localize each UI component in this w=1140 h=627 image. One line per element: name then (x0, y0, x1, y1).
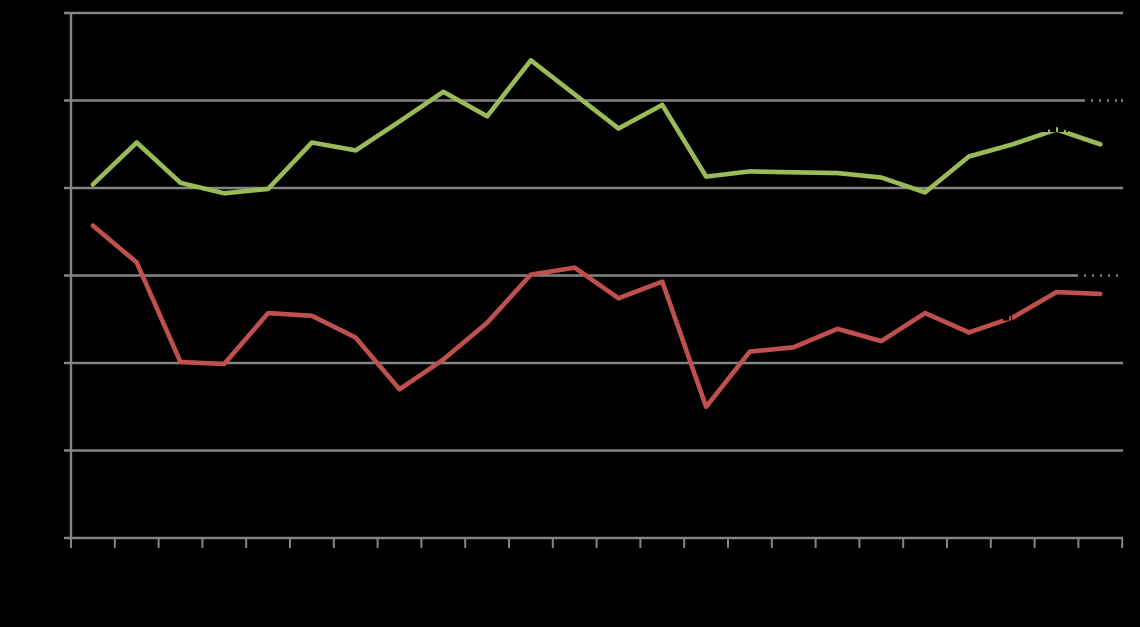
illegible-text-smudge (1003, 315, 1009, 321)
illegible-text-smudge (1078, 272, 1084, 279)
illegible-text-smudge (1118, 272, 1123, 279)
illegible-text-smudge (1011, 315, 1012, 321)
illegible-text-smudge (1042, 127, 1048, 132)
illegible-text-smudge (1102, 272, 1108, 279)
illegible-text-smudge (1085, 97, 1091, 104)
illegible-text-smudge (1086, 272, 1092, 279)
illegible-text-smudge (1066, 127, 1068, 132)
illegible-text-smudge (1117, 97, 1121, 104)
illegible-text-smudge (1093, 97, 1099, 104)
illegible-text-smudge (1110, 272, 1116, 279)
illegible-text-smudge (1094, 272, 1100, 279)
illegible-text-smudge (1050, 127, 1056, 132)
illegible-text-smudge (1101, 97, 1107, 104)
series-red-line (90, 223, 1103, 410)
illegible-text-smudge (1109, 97, 1115, 104)
illegible-text-smudge (1058, 127, 1064, 132)
series-green-line (90, 57, 1103, 196)
